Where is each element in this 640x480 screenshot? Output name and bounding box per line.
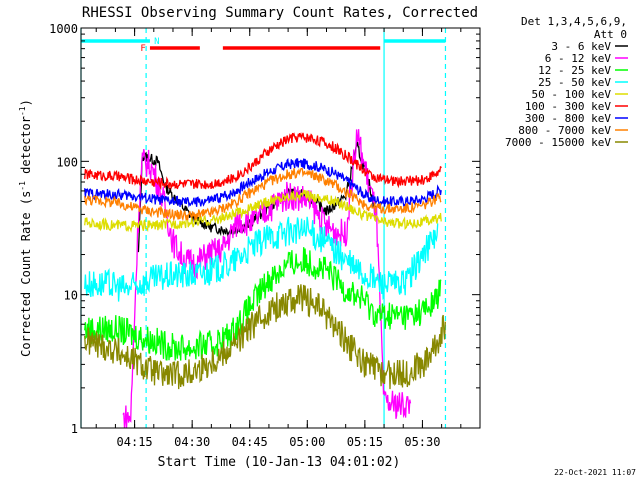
series-line-6 <box>84 157 442 209</box>
legend-label-6: 300 - 800 keV <box>525 112 611 125</box>
series-line-5 <box>84 132 442 191</box>
series-line-2 <box>84 247 442 361</box>
plot-area: FN <box>80 28 447 429</box>
legend-header-line-1: Det 1,3,4,5,6,9, <box>521 15 627 28</box>
flag-label-f: F <box>140 44 145 54</box>
footer-timestamp: 22-Oct-2021 11:07 <box>554 468 636 477</box>
legend-label-1: 6 - 12 keV <box>545 52 612 65</box>
legend-label-2: 12 - 25 keV <box>538 64 611 77</box>
flag-label-n: N <box>154 37 159 47</box>
x-axis: 04:15 04:30 04:45 05:00 05:15 05:30 <box>95 28 481 449</box>
y-tick-label-0: 1 <box>71 422 78 436</box>
y-tick-label-2: 100 <box>56 155 78 169</box>
legend-label-0: 3 - 6 keV <box>551 40 611 53</box>
x-tick-label-4: 05:15 <box>347 435 383 449</box>
plot-frame <box>80 27 481 429</box>
legend-label-5: 100 - 300 keV <box>525 100 611 113</box>
series-line-4 <box>84 189 442 233</box>
y-axis: 1 10 100 1000 <box>49 22 480 436</box>
y-tick-label-1: 10 <box>64 289 78 303</box>
series-line-1 <box>122 129 412 429</box>
x-tick-label-0: 04:15 <box>117 435 153 449</box>
legend-label-4: 50 - 100 keV <box>532 88 612 101</box>
series-line-8 <box>84 284 446 390</box>
x-axis-label: Start Time (10-Jan-13 04:01:02) <box>158 455 401 470</box>
series-line-3 <box>84 216 439 302</box>
chart-title: RHESSI Observing Summary Count Rates, Co… <box>82 5 478 21</box>
y-tick-label-3: 1000 <box>49 22 78 36</box>
legend-label-8: 7000 - 15000 keV <box>505 136 611 149</box>
y-axis-label: Corrected Count Rate (s-1 detector-1) <box>18 99 33 357</box>
x-tick-label-1: 04:30 <box>174 435 210 449</box>
series-line-7 <box>84 167 442 222</box>
x-tick-label-2: 04:45 <box>232 435 268 449</box>
x-tick-label-3: 05:00 <box>289 435 325 449</box>
legend-label-3: 25 - 50 keV <box>538 76 611 89</box>
legend-header-line-2: Att 0 <box>594 28 627 41</box>
legend-label-7: 800 - 7000 keV <box>518 124 611 137</box>
x-tick-label-5: 05:30 <box>404 435 440 449</box>
